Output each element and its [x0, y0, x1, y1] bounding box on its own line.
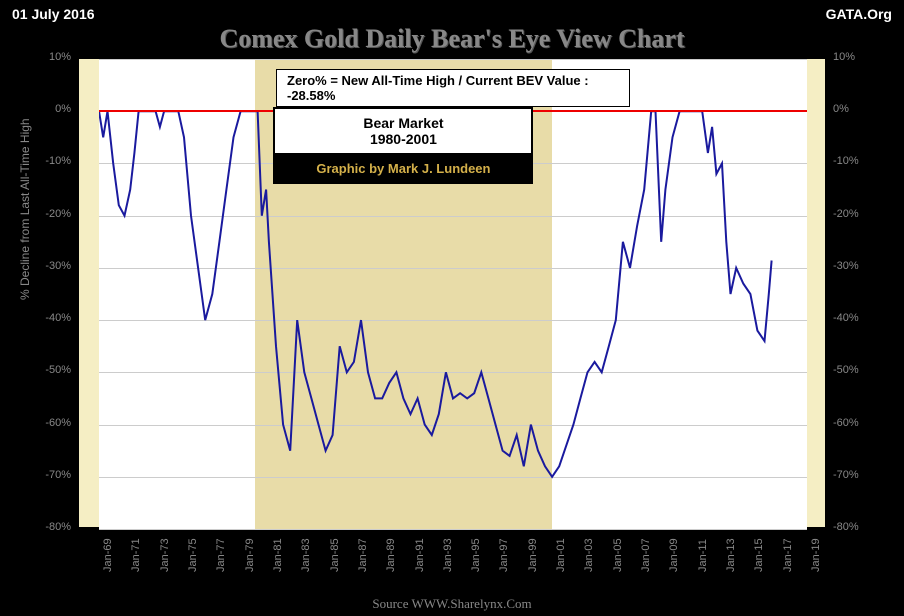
y-tick-label: -70%: [833, 469, 893, 481]
y-tick-label: -50%: [11, 364, 71, 376]
x-tick-label: Jan-71: [130, 538, 142, 572]
y-tick-label: -80%: [833, 521, 893, 533]
y-tick-label: -40%: [833, 312, 893, 324]
x-tick-label: Jan-11: [697, 539, 709, 572]
x-tick-label: Jan-91: [414, 538, 426, 572]
x-tick-label: Jan-85: [329, 538, 341, 572]
x-tick-label: Jan-05: [612, 538, 624, 572]
plot-area: Zero% = New All-Time High / Current BEV …: [78, 58, 826, 528]
bear-box-top: Bear Market 1980-2001: [273, 107, 533, 155]
bear-box-credit: Graphic by Mark J. Lundeen: [273, 155, 533, 184]
header-date: 01 July 2016: [12, 6, 95, 22]
y-tick-label: -50%: [833, 364, 893, 376]
x-tick-label: Jan-95: [470, 538, 482, 572]
y-tick-label: 10%: [11, 51, 71, 63]
chart-container: 01 July 2016 GATA.Org Comex Gold Daily B…: [0, 0, 904, 616]
y-tick-label: -40%: [11, 312, 71, 324]
y-tick-label: -30%: [833, 260, 893, 272]
grid-line: [99, 529, 807, 530]
y-tick-label: -10%: [11, 155, 71, 167]
x-tick-label: Jan-89: [385, 538, 397, 572]
x-tick-label: Jan-13: [725, 538, 737, 572]
x-tick-label: Jan-01: [555, 538, 567, 572]
x-tick-label: Jan-15: [753, 538, 765, 572]
header-org: GATA.Org: [826, 6, 892, 22]
chart-title: Comex Gold Daily Bear's Eye View Chart: [0, 24, 904, 54]
y-tick-label: -30%: [11, 260, 71, 272]
source-text: Source WWW.Sharelynx.Com: [0, 596, 904, 612]
x-tick-label: Jan-77: [215, 538, 227, 572]
subtitle-box: Zero% = New All-Time High / Current BEV …: [276, 69, 630, 107]
y-tick-label: 0%: [833, 103, 893, 115]
x-tick-label: Jan-83: [300, 538, 312, 572]
bear-line2: 1980-2001: [275, 131, 531, 147]
x-tick-label: Jan-19: [810, 538, 822, 572]
x-tick-label: Jan-97: [498, 538, 510, 572]
x-tick-label: Jan-93: [442, 538, 454, 572]
bear-market-box: Bear Market 1980-2001 Graphic by Mark J.…: [273, 107, 533, 184]
x-tick-label: Jan-87: [357, 538, 369, 572]
y-tick-label: 0%: [11, 103, 71, 115]
y-tick-label: -20%: [11, 208, 71, 220]
x-tick-label: Jan-73: [159, 538, 171, 572]
x-tick-label: Jan-03: [583, 538, 595, 572]
x-tick-label: Jan-09: [668, 538, 680, 572]
plot-inner: Zero% = New All-Time High / Current BEV …: [99, 59, 807, 529]
y-tick-label: -60%: [833, 417, 893, 429]
x-tick-label: Jan-99: [527, 538, 539, 572]
x-tick-label: Jan-69: [102, 538, 114, 572]
x-tick-label: Jan-17: [782, 538, 794, 572]
x-tick-label: Jan-75: [187, 538, 199, 572]
y-tick-label: -70%: [11, 469, 71, 481]
x-tick-label: Jan-79: [244, 538, 256, 572]
y-tick-label: 10%: [833, 51, 893, 63]
y-tick-label: -20%: [833, 208, 893, 220]
y-tick-label: -60%: [11, 417, 71, 429]
y-tick-label: -80%: [11, 521, 71, 533]
bear-line1: Bear Market: [275, 115, 531, 131]
y-tick-label: -10%: [833, 155, 893, 167]
x-tick-label: Jan-81: [272, 538, 284, 572]
x-tick-label: Jan-07: [640, 538, 652, 572]
